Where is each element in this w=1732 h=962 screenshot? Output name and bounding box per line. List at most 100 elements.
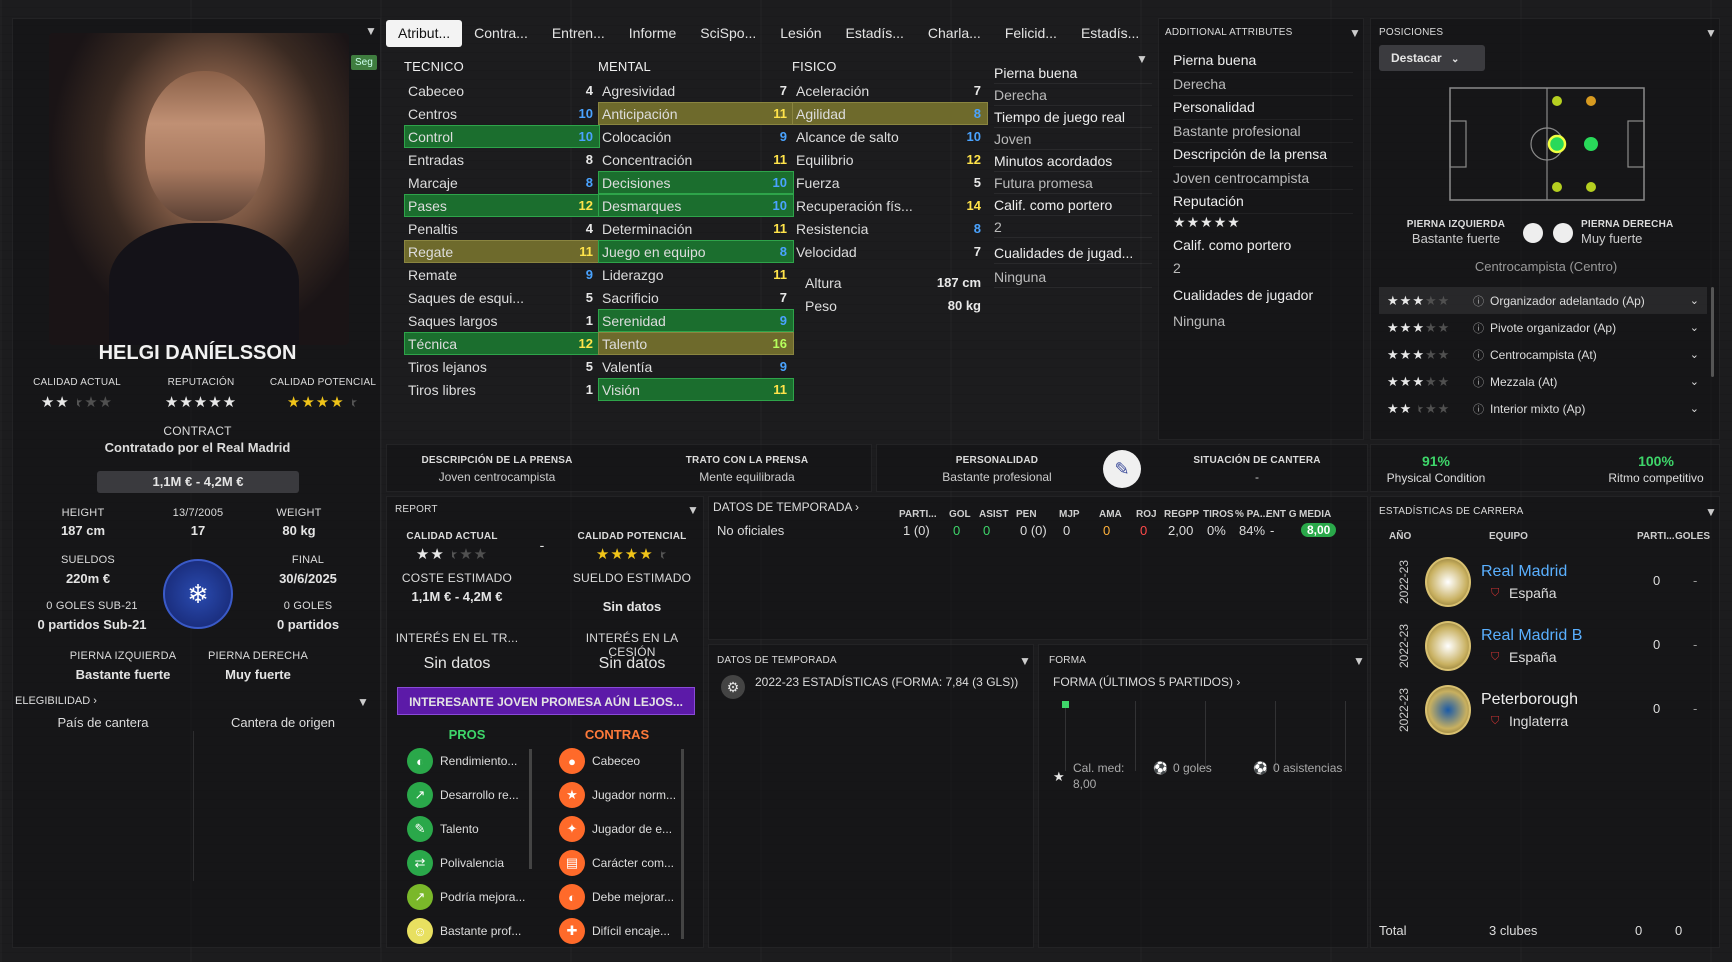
career-row[interactable]: 2022-23 Real Madrid ⛉ España 0 -	[1371, 549, 1721, 613]
chevron-down-icon[interactable]: ⌄	[1689, 349, 1699, 361]
career-team[interactable]: Peterborough	[1481, 691, 1578, 708]
pro-item[interactable]: ↗ Podría mejora...	[407, 880, 537, 914]
attribute-row[interactable]: Agresividad 7	[598, 79, 794, 102]
attribute-row[interactable]: Marcaje 8	[404, 171, 600, 194]
info-icon[interactable]: ⓘ	[1473, 376, 1484, 389]
con-item[interactable]: ✚ Difícil encaje...	[559, 914, 689, 948]
scrollbar[interactable]	[1711, 287, 1714, 377]
tab-9[interactable]: Estadís...	[1080, 25, 1140, 41]
scrollbar[interactable]	[681, 749, 684, 939]
chevron-down-icon[interactable]: ⌄	[1689, 376, 1699, 388]
chevron-down-icon[interactable]: ▼	[357, 695, 369, 709]
attribute-row[interactable]: Penaltis 4	[404, 217, 600, 240]
chevron-down-icon[interactable]: ▼	[1136, 52, 1148, 66]
info-icon[interactable]: ⓘ	[1473, 322, 1484, 335]
attribute-row[interactable]: Agilidad 8	[792, 102, 988, 125]
chevron-down-icon[interactable]: ▼	[1705, 26, 1717, 40]
attribute-row[interactable]: Tiros libres 1	[404, 378, 600, 401]
eligibility-header[interactable]: ELEGIBILIDAD ›	[15, 695, 97, 707]
highlight-button[interactable]: Destacar ⌄	[1379, 45, 1485, 71]
chevron-down-icon[interactable]: ▼	[1353, 654, 1365, 668]
attribute-row[interactable]: Fuerza 5	[792, 171, 988, 194]
career-row[interactable]: 2022-23 Real Madrid B ⛉ España 0 -	[1371, 613, 1721, 677]
tab-6[interactable]: Estadís...	[845, 25, 904, 41]
role-item[interactable]: ★★★★★ ⓘ Centrocampista (At) ⌄	[1379, 341, 1707, 368]
attribute-row[interactable]: Equilibrio 12	[792, 148, 988, 171]
stat-header[interactable]: REGPP	[1164, 509, 1200, 520]
attribute-row[interactable]: Saques largos 1	[404, 309, 600, 332]
pro-item[interactable]: ◐ Rendimiento...	[407, 744, 537, 778]
attribute-row[interactable]: Talento 16	[598, 332, 794, 355]
tab-4[interactable]: SciSpo...	[700, 25, 757, 41]
stat-header[interactable]: MJP	[1059, 509, 1080, 520]
role-item[interactable]: ★★★★★ ⓘ Mezzala (At) ⌄	[1379, 368, 1707, 395]
attribute-row[interactable]: Resistencia 8	[792, 217, 988, 240]
chevron-down-icon[interactable]: ▼	[1349, 26, 1361, 40]
attribute-row[interactable]: Saques de esqui... 5	[404, 286, 600, 309]
attribute-row[interactable]: Decisiones 10	[598, 171, 794, 194]
attribute-row[interactable]: Concentración 11	[598, 148, 794, 171]
attribute-row[interactable]: Regate 11	[404, 240, 600, 263]
con-item[interactable]: ★ Jugador norm...	[559, 778, 689, 812]
attribute-row[interactable]: Colocación 9	[598, 125, 794, 148]
pro-item[interactable]: ✎ Talento	[407, 812, 537, 846]
chevron-down-icon[interactable]: ⌄	[1689, 295, 1699, 307]
tab-8[interactable]: Felicid...	[1004, 25, 1057, 41]
attribute-row[interactable]: Desmarques 10	[598, 194, 794, 217]
attribute-row[interactable]: Cabeceo 4	[404, 79, 600, 102]
info-icon[interactable]: ⓘ	[1473, 349, 1484, 362]
attribute-row[interactable]: Velocidad 7	[792, 240, 988, 263]
attribute-row[interactable]: Técnica 12	[404, 332, 600, 355]
form-subtitle-link[interactable]: FORMA (ÚLTIMOS 5 PARTIDOS) ›	[1053, 675, 1240, 689]
info-icon[interactable]: ⓘ	[1473, 295, 1484, 308]
stat-header[interactable]: TIROS	[1203, 509, 1234, 520]
stat-header[interactable]: ASIST	[979, 509, 1009, 520]
chevron-down-icon[interactable]: ▼	[687, 503, 699, 517]
season-stats-header[interactable]: DATOS DE TEMPORADA ›	[713, 500, 859, 514]
stat-header[interactable]: MEDIA	[1299, 509, 1332, 520]
attribute-row[interactable]: Remate 9	[404, 263, 600, 286]
attribute-row[interactable]: Liderazgo 11	[598, 263, 794, 286]
career-team[interactable]: Real Madrid	[1481, 563, 1568, 580]
tab-0[interactable]: Atribut...	[386, 20, 463, 47]
chevron-down-icon[interactable]: ▼	[1019, 654, 1031, 668]
attribute-row[interactable]: Determinación 11	[598, 217, 794, 240]
attribute-row[interactable]: Pases 12	[404, 194, 600, 217]
con-item[interactable]: ▤ Carácter com...	[559, 846, 689, 880]
scrollbar[interactable]	[529, 749, 532, 869]
attribute-row[interactable]: Juego en equipo 8	[598, 240, 794, 263]
attribute-row[interactable]: Control 10	[404, 125, 600, 148]
stat-header[interactable]: GOL	[949, 509, 971, 520]
attribute-row[interactable]: Alcance de salto 10	[792, 125, 988, 148]
attribute-row[interactable]: Aceleración 7	[792, 79, 988, 102]
con-item[interactable]: ● Cabeceo	[559, 744, 689, 778]
pro-item[interactable]: ⇄ Polivalencia	[407, 846, 537, 880]
attribute-row[interactable]: Valentía 9	[598, 355, 794, 378]
role-item[interactable]: ★★★★★ ⓘ Organizador adelantado (Ap) ⌄	[1379, 287, 1707, 314]
attribute-row[interactable]: Entradas 8	[404, 148, 600, 171]
career-row[interactable]: 2022-23 Peterborough ⛉ Inglaterra 0 -	[1371, 677, 1721, 741]
attribute-row[interactable]: Anticipación 11	[598, 102, 794, 125]
tab-7[interactable]: Charla...	[927, 25, 981, 41]
chevron-down-icon[interactable]: ▼	[1705, 505, 1717, 519]
stat-header[interactable]: ENT G	[1266, 509, 1297, 520]
attribute-row[interactable]: Serenidad 9	[598, 309, 794, 332]
attribute-row[interactable]: Sacrificio 7	[598, 286, 794, 309]
stat-header[interactable]: ROJ	[1136, 509, 1157, 520]
attribute-row[interactable]: Tiros lejanos 5	[404, 355, 600, 378]
attribute-row[interactable]: Centros 10	[404, 102, 600, 125]
role-item[interactable]: ★★★★★ ⓘ Interior mixto (Ap) ⌄	[1379, 395, 1707, 422]
career-team[interactable]: Real Madrid B	[1481, 627, 1583, 644]
tab-5[interactable]: Lesión	[780, 25, 822, 41]
attribute-row[interactable]: Recuperación fís... 14	[792, 194, 988, 217]
stat-header[interactable]: PARTI...	[899, 509, 937, 520]
pro-item[interactable]: ☺ Bastante prof...	[407, 914, 537, 948]
pro-item[interactable]: ↗ Desarrollo re...	[407, 778, 537, 812]
chevron-down-icon[interactable]: ⌄	[1689, 403, 1699, 415]
tab-1[interactable]: Contra...	[474, 25, 528, 41]
attribute-row[interactable]: Visión 11	[598, 378, 794, 401]
chevron-down-icon[interactable]: ⌄	[1689, 322, 1699, 334]
con-item[interactable]: ✦ Jugador de e...	[559, 812, 689, 846]
tab-3[interactable]: Informe	[628, 25, 677, 41]
chevron-down-icon[interactable]: ▼	[365, 24, 377, 38]
